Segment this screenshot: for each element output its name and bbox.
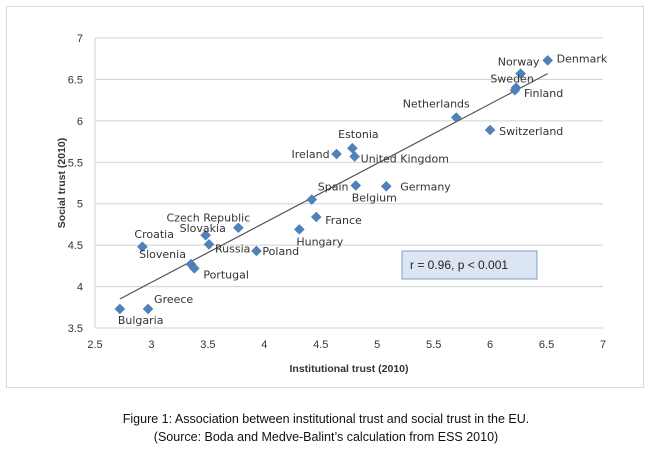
y-tick-label: 3.5 [68, 323, 83, 335]
data-point-germany [380, 180, 392, 192]
annotation-text: r = 0.96, p < 0.001 [410, 258, 508, 272]
x-axis-ticks: 2.5 3 3.5 4 4.5 5 5.5 6 6.5 7 [87, 339, 606, 351]
data-point-russia [203, 238, 215, 250]
x-tick-label: 5.5 [426, 339, 441, 351]
data-point-denmark [542, 55, 554, 66]
y-axis-title: Social trust (2010) [56, 138, 68, 228]
chart-frame: 3.5 4 4.5 5 5.5 6 6.5 7 2.5 3 3.5 4 4.5 5 5.5 6 6.5 7 De… [6, 6, 644, 388]
data-point-switzerland [484, 124, 496, 136]
point-label-russia: Russia [215, 242, 250, 255]
point-label-slovakia: Slovakia [180, 222, 226, 235]
y-tick-label: 7 [77, 33, 83, 45]
data-point-spain [306, 194, 318, 205]
x-tick-label: 2.5 [87, 339, 102, 351]
point-label-denmark: Denmark [557, 52, 608, 65]
point-label-france: France [325, 214, 362, 227]
data-point-slovakia [200, 229, 211, 241]
gridlines [94, 37, 603, 329]
data-point-united-kingdom [349, 151, 360, 162]
point-label-belgium: Belgium [352, 191, 397, 204]
caption-line-2: (Source: Boda and Medve-Balint’s calcula… [153, 430, 499, 444]
data-point-poland [251, 245, 262, 257]
point-label-finland: Finland [524, 87, 563, 100]
point-label-hungary: Hungary [296, 235, 343, 248]
x-tick-label: 4 [261, 339, 267, 351]
y-tick-label: 4.5 [68, 240, 83, 252]
x-tick-label: 7 [600, 339, 606, 351]
data-point-france [310, 211, 322, 223]
point-label-czech-republic: Czech Republic [166, 212, 250, 225]
x-tick-label: 4.5 [313, 339, 328, 351]
point-label-poland: Poland [262, 245, 299, 258]
point-label-greece: Greece [154, 293, 193, 306]
point-label-slovenia: Slovenia [139, 248, 186, 261]
y-tick-label: 5 [77, 199, 83, 211]
data-point-ireland [331, 148, 342, 160]
data-point-portugal [188, 262, 200, 274]
data-point-bulgaria [114, 303, 126, 315]
point-label-sweden: Sweden [490, 73, 533, 86]
x-axis-title: Institutional trust (2010) [289, 363, 408, 375]
point-label-norway: Norway [498, 56, 540, 69]
point-label-germany: Germany [400, 180, 451, 193]
x-tick-label: 6 [487, 339, 493, 351]
point-label-netherlands: Netherlands [403, 98, 470, 111]
data-point-greece [142, 303, 154, 315]
x-tick-label: 3 [148, 339, 154, 351]
data-point-czech-republic [233, 222, 244, 234]
data-points [114, 55, 554, 315]
point-label-united-kingdom: United Kingdom [361, 152, 449, 165]
point-label-portugal: Portugal [203, 268, 249, 281]
data-point-norway [515, 68, 526, 79]
caption-line-1: Figure 1: Association between institutio… [122, 412, 530, 426]
data-point-croatia [137, 241, 148, 253]
annotation-box: r = 0.96, p < 0.001 [401, 250, 538, 280]
point-label-croatia: Croatia [134, 228, 174, 241]
annotation-background [401, 250, 538, 280]
figure-caption: Figure 1: Association between institutio… [0, 410, 652, 446]
y-tick-label: 5.5 [68, 157, 83, 169]
point-label-switzerland: Switzerland [499, 125, 563, 138]
x-tick-label: 3.5 [200, 339, 215, 351]
y-tick-label: 6.5 [68, 74, 83, 86]
data-point-netherlands [450, 112, 462, 123]
data-point-hungary [293, 224, 305, 235]
y-tick-label: 4 [77, 282, 83, 294]
data-point-finland [509, 84, 521, 96]
scatter-plot: 3.5 4 4.5 5 5.5 6 6.5 7 2.5 3 3.5 4 4.5 5 5.5 6 6.5 7 De… [56, 33, 608, 375]
y-tick-label: 6 [77, 116, 83, 128]
x-tick-label: 5 [374, 339, 380, 351]
data-point-belgium [350, 180, 362, 191]
point-label-estonia: Estonia [338, 128, 379, 141]
y-axis-ticks: 3.5 4 4.5 5 5.5 6 6.5 7 [68, 33, 83, 335]
point-label-bulgaria: Bulgaria [118, 314, 164, 327]
point-label-spain: Spain [318, 181, 349, 194]
data-point-estonia [347, 142, 358, 154]
point-label-ireland: Ireland [292, 148, 330, 161]
x-tick-label: 6.5 [539, 339, 554, 351]
